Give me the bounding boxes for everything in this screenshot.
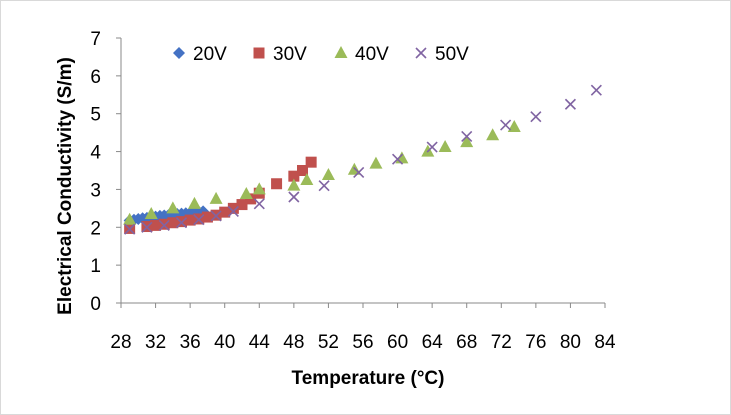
data-point: [305, 156, 317, 168]
data-point: [252, 182, 266, 195]
legend: 20V 30V 40V 50V: [173, 44, 469, 65]
data-point: [158, 218, 170, 230]
data-point: [288, 191, 300, 203]
legend-label: 20V: [193, 44, 227, 65]
data-point: [201, 211, 213, 223]
data-point: [461, 130, 473, 142]
legend-marker: [253, 47, 265, 59]
data-point: [236, 199, 248, 211]
x-axis-ticks: 28 32 36 40 44 48 52 56 60 64 68 72 76 80 84: [110, 303, 616, 353]
data-point: [564, 98, 576, 110]
legend-label: 40V: [355, 44, 389, 65]
data-point: [395, 151, 409, 164]
legend-item-40v: 40V: [334, 44, 389, 65]
data-point: [166, 201, 180, 214]
x-tick-label: 84: [594, 332, 616, 353]
x-tick-label: 56: [352, 332, 373, 353]
legend-label: 30V: [273, 44, 307, 65]
legend-marker: [415, 47, 427, 59]
data-point: [392, 153, 404, 165]
x-tick-label: 48: [283, 332, 304, 353]
data-point: [239, 186, 253, 199]
x-tick-label: 44: [249, 332, 271, 353]
data-point: [123, 212, 137, 225]
data-point: [175, 217, 188, 229]
data-point: [426, 141, 438, 153]
legend-marker: [334, 46, 348, 58]
y-tick-label: 6: [90, 67, 101, 88]
series-30v: [124, 156, 317, 234]
series-50v: [124, 84, 602, 235]
y-tick-label: 3: [90, 180, 101, 201]
legend-item-30v: 30V: [253, 44, 307, 65]
data-point: [253, 198, 265, 210]
data-point: [369, 156, 383, 169]
data-point: [158, 219, 170, 231]
data-point: [209, 191, 223, 204]
legend-marker: [173, 47, 185, 59]
x-tick-label: 68: [456, 332, 477, 353]
data-point: [219, 206, 231, 218]
x-tick-label: 52: [318, 332, 339, 353]
data-point: [124, 223, 136, 235]
data-point: [530, 111, 542, 123]
x-tick-label: 72: [491, 332, 512, 353]
legend-label: 50V: [435, 44, 469, 65]
y-axis-ticks: 0 1 2 3 4 5 6 7: [90, 29, 121, 315]
y-axis-title: Electrical Conductivity (S/m): [55, 57, 76, 315]
data-point: [321, 168, 335, 181]
data-point: [288, 170, 300, 182]
y-tick-label: 1: [90, 256, 101, 277]
data-point: [150, 219, 162, 231]
data-point: [167, 217, 179, 229]
data-point: [507, 119, 521, 132]
data-point: [297, 165, 308, 176]
data-point: [300, 172, 314, 185]
data-point: [227, 205, 239, 217]
data-point: [210, 210, 222, 222]
y-tick-label: 0: [90, 294, 101, 315]
legend-item-50v: 50V: [415, 44, 469, 65]
axes: [120, 38, 605, 304]
x-tick-label: 76: [525, 332, 546, 353]
data-point: [141, 221, 153, 233]
x-axis-title: Temperature (°C): [292, 368, 445, 389]
x-tick-label: 32: [145, 332, 166, 353]
x-tick-label: 80: [560, 332, 581, 353]
data-point: [353, 166, 365, 178]
data-point: [176, 216, 187, 228]
data-point: [500, 119, 512, 131]
data-point: [438, 140, 452, 153]
data-point: [590, 84, 602, 96]
x-tick-label: 28: [110, 332, 131, 353]
data-point: [460, 135, 474, 148]
x-tick-label: 40: [214, 332, 235, 353]
data-point: [287, 178, 301, 191]
data-point: [187, 196, 201, 209]
plot-series: [123, 84, 602, 235]
y-tick-label: 5: [90, 105, 101, 126]
y-tick-label: 4: [90, 143, 101, 164]
data-point: [318, 180, 330, 192]
y-tick-label: 7: [90, 29, 101, 50]
y-tick-label: 2: [90, 218, 101, 239]
data-point: [144, 207, 158, 220]
x-tick-label: 60: [387, 332, 408, 353]
data-point: [486, 128, 500, 141]
data-point: [271, 178, 283, 190]
data-point: [184, 214, 196, 226]
data-point: [193, 214, 205, 226]
x-tick-label: 36: [180, 332, 201, 353]
data-point: [227, 202, 239, 214]
x-tick-label: 64: [422, 332, 444, 353]
legend-item-20v: 20V: [173, 44, 227, 65]
